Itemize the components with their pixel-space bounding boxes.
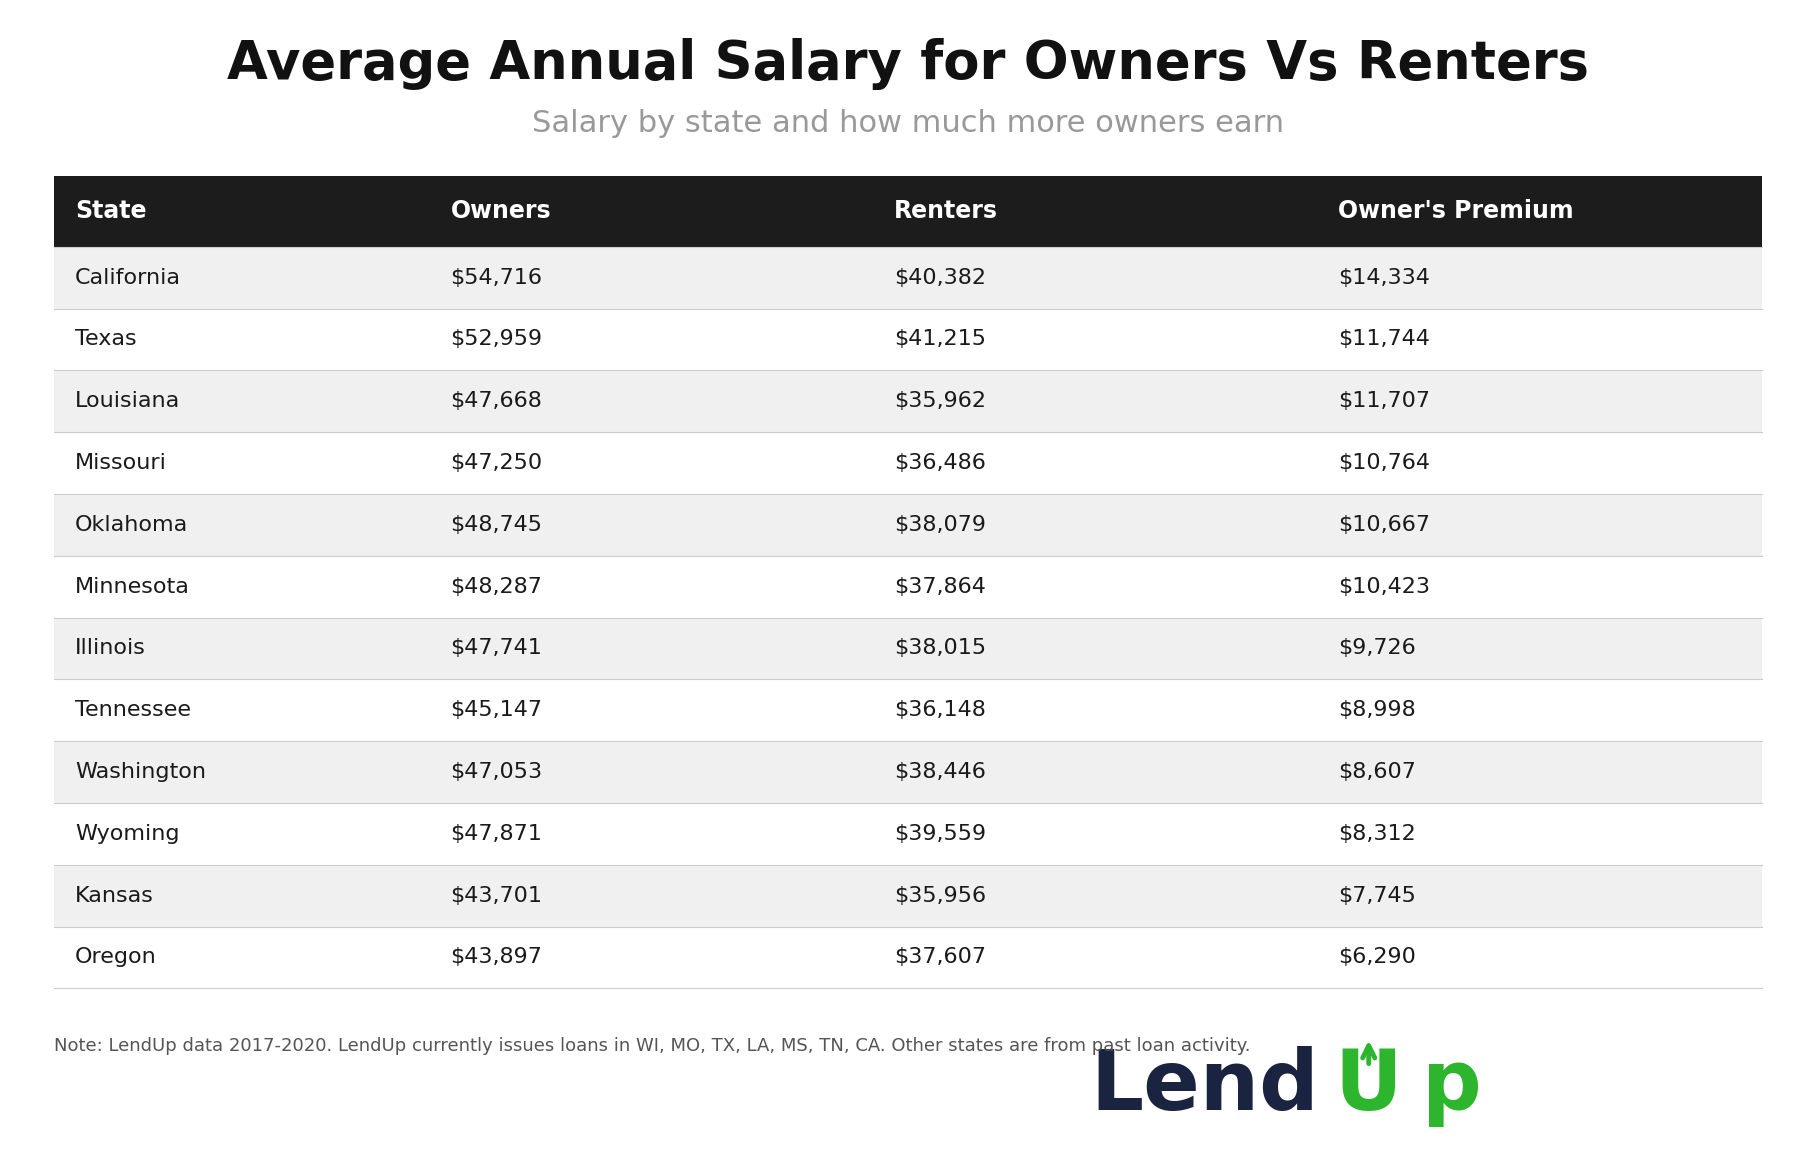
Text: Note: LendUp data 2017-2020. LendUp currently issues loans in WI, MO, TX, LA, MS: Note: LendUp data 2017-2020. LendUp curr… (54, 1037, 1251, 1055)
Text: p: p (1422, 1046, 1482, 1127)
Text: Missouri: Missouri (74, 453, 167, 473)
Text: $38,079: $38,079 (893, 514, 986, 535)
Text: $8,312: $8,312 (1338, 824, 1416, 844)
Text: $35,956: $35,956 (893, 885, 986, 905)
Text: $10,764: $10,764 (1338, 453, 1431, 473)
Text: $43,701: $43,701 (450, 885, 543, 905)
Text: $8,998: $8,998 (1338, 701, 1416, 720)
Text: Oklahoma: Oklahoma (74, 514, 189, 535)
Text: $35,962: $35,962 (893, 391, 986, 412)
Text: $36,486: $36,486 (893, 453, 986, 473)
Text: $7,745: $7,745 (1338, 885, 1416, 905)
Text: $11,744: $11,744 (1338, 329, 1429, 349)
Text: $48,287: $48,287 (450, 577, 543, 596)
Text: $43,897: $43,897 (450, 948, 543, 968)
Text: Louisiana: Louisiana (74, 391, 180, 412)
Text: California: California (74, 268, 182, 288)
Text: Salary by state and how much more owners earn: Salary by state and how much more owners… (532, 109, 1284, 139)
Text: $47,053: $47,053 (450, 762, 543, 783)
Text: Illinois: Illinois (74, 638, 145, 659)
Text: Tennessee: Tennessee (74, 701, 191, 720)
Text: $9,726: $9,726 (1338, 638, 1416, 659)
Text: $41,215: $41,215 (893, 329, 986, 349)
Text: $36,148: $36,148 (893, 701, 986, 720)
Text: $47,250: $47,250 (450, 453, 543, 473)
Text: Oregon: Oregon (74, 948, 156, 968)
Text: $52,959: $52,959 (450, 329, 543, 349)
Text: $47,871: $47,871 (450, 824, 543, 844)
Text: $38,015: $38,015 (893, 638, 986, 659)
Text: $39,559: $39,559 (893, 824, 986, 844)
Text: $37,607: $37,607 (893, 948, 986, 968)
Text: $48,745: $48,745 (450, 514, 543, 535)
Text: Average Annual Salary for Owners Vs Renters: Average Annual Salary for Owners Vs Rent… (227, 38, 1589, 89)
Text: U: U (1335, 1046, 1402, 1127)
Text: Renters: Renters (893, 199, 999, 223)
Text: $40,382: $40,382 (893, 268, 986, 288)
Text: Minnesota: Minnesota (74, 577, 191, 596)
FancyArrowPatch shape (1362, 1046, 1375, 1064)
Text: $11,707: $11,707 (1338, 391, 1431, 412)
Text: Kansas: Kansas (74, 885, 154, 905)
Text: $37,864: $37,864 (893, 577, 986, 596)
Text: $6,290: $6,290 (1338, 948, 1416, 968)
Text: Owners: Owners (450, 199, 550, 223)
Text: Lend: Lend (1090, 1046, 1318, 1127)
Text: Owner's Premium: Owner's Premium (1338, 199, 1574, 223)
Text: State: State (74, 199, 147, 223)
Text: Texas: Texas (74, 329, 136, 349)
Text: Wyoming: Wyoming (74, 824, 180, 844)
Text: $10,423: $10,423 (1338, 577, 1431, 596)
Text: Washington: Washington (74, 762, 205, 783)
Text: $10,667: $10,667 (1338, 514, 1431, 535)
Text: $14,334: $14,334 (1338, 268, 1429, 288)
Text: $45,147: $45,147 (450, 701, 543, 720)
Text: $8,607: $8,607 (1338, 762, 1416, 783)
Text: $47,668: $47,668 (450, 391, 543, 412)
Text: $54,716: $54,716 (450, 268, 543, 288)
Text: $47,741: $47,741 (450, 638, 543, 659)
Text: $38,446: $38,446 (893, 762, 986, 783)
